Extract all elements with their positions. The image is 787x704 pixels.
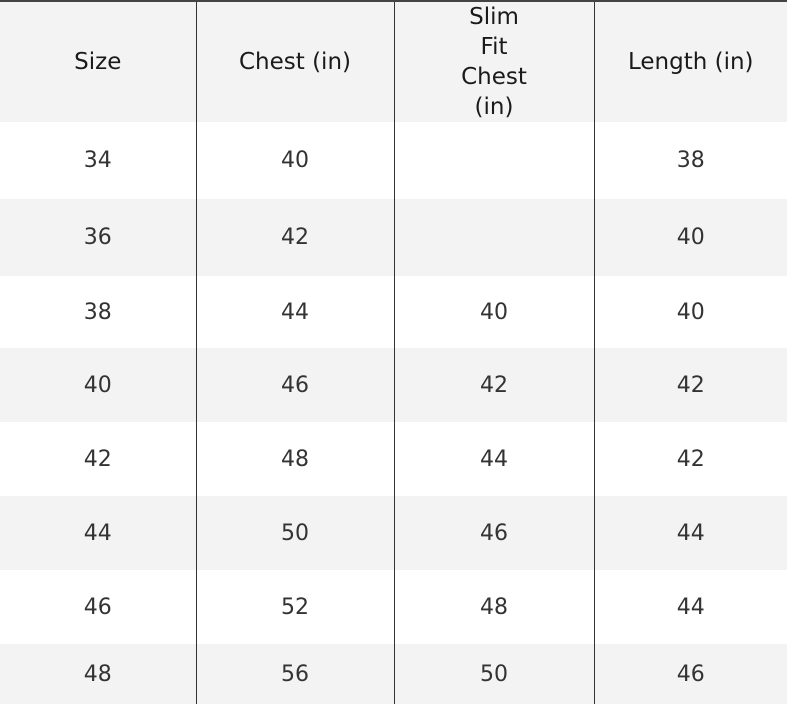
cell-size: 36	[83, 225, 112, 250]
cell-length: 46	[593, 644, 787, 704]
cell-length: 44	[593, 496, 787, 570]
cell-slim-fit-chest: 46	[393, 496, 594, 570]
cell-chest: 50	[195, 496, 394, 570]
cell-slim-fit-chest	[393, 122, 594, 199]
table-row: 46 52 48 44	[0, 570, 787, 644]
cell-slim-fit-chest	[393, 199, 594, 276]
cell-size: 48	[83, 661, 112, 687]
header-chest: Chest (in)	[195, 1, 394, 122]
cell-slim-fit-chest: 40	[393, 276, 594, 348]
cell-length: 38	[593, 122, 787, 199]
table-row: 42 48 44 42	[0, 422, 787, 496]
header-size: Size	[74, 49, 122, 75]
cell-size: 42	[83, 446, 112, 472]
header-slim-fit-chest: Slim Fit Chest (in)	[393, 1, 594, 122]
cell-length: 44	[593, 570, 787, 644]
cell-chest: 44	[195, 276, 394, 348]
cell-length: 42	[593, 422, 787, 496]
table-row: 44 50 46 44	[0, 496, 787, 570]
table-row: 34 40 38	[0, 122, 787, 199]
cell-length: 40	[593, 276, 787, 348]
cell-chest: 56	[195, 644, 394, 704]
cell-slim-fit-chest: 48	[393, 570, 594, 644]
table-row: 36 42 40	[0, 199, 787, 276]
cell-size: 34	[83, 148, 112, 173]
table-row: 38 44 40 40	[0, 276, 787, 348]
table-row: 48 56 50 46	[0, 644, 787, 704]
cell-slim-fit-chest: 50	[393, 644, 594, 704]
cell-slim-fit-chest: 44	[393, 422, 594, 496]
table-row: 40 46 42 42	[0, 348, 787, 422]
cell-size: 40	[83, 372, 112, 398]
cell-size: 44	[83, 520, 112, 546]
cell-length: 40	[593, 199, 787, 276]
cell-size: 46	[83, 594, 112, 620]
cell-chest: 40	[195, 122, 394, 199]
cell-length: 42	[593, 348, 787, 422]
cell-slim-fit-chest: 42	[393, 348, 594, 422]
cell-chest: 48	[195, 422, 394, 496]
cell-chest: 52	[195, 570, 394, 644]
cell-chest: 42	[195, 199, 394, 276]
cell-chest: 46	[195, 348, 394, 422]
header-row: Size Chest (in) Slim Fit Chest (in) Leng…	[0, 1, 787, 122]
header-length: Length (in)	[593, 1, 787, 122]
cell-size: 38	[83, 299, 112, 325]
